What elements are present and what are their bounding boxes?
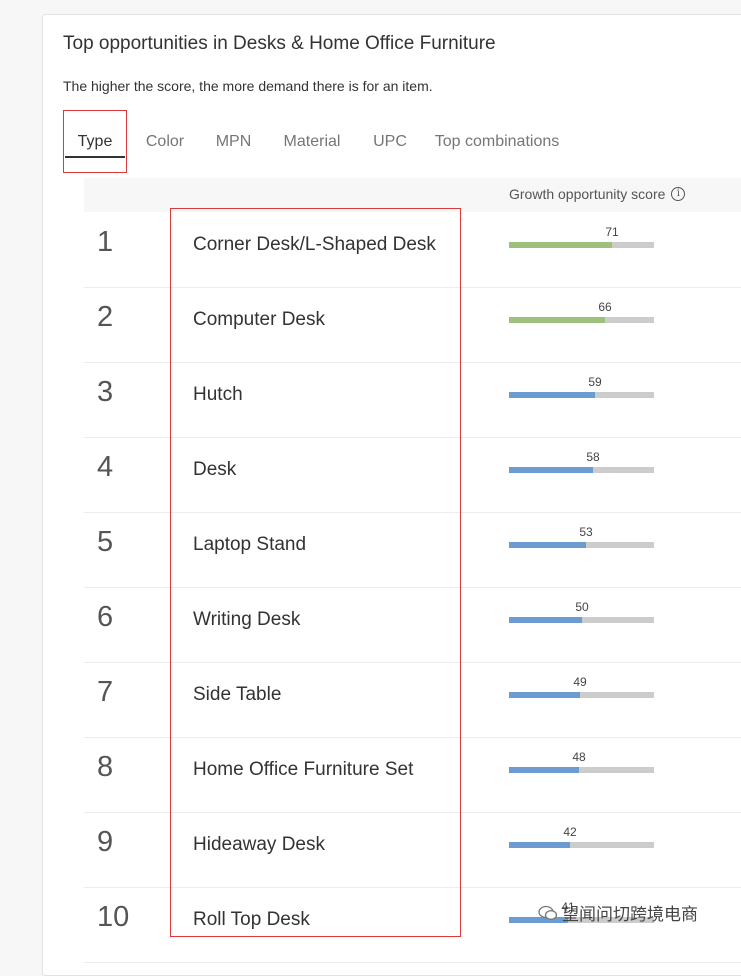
tab-type[interactable]: Type bbox=[63, 110, 127, 174]
score-bar-track bbox=[509, 917, 654, 923]
score-bar-track bbox=[509, 692, 654, 698]
score-bar-track bbox=[509, 242, 654, 248]
score-value: 42 bbox=[563, 825, 577, 839]
score-bar-fill bbox=[509, 917, 568, 923]
item-type-name: Desk bbox=[193, 459, 237, 480]
table-row[interactable]: 4 Desk 58 bbox=[84, 437, 741, 513]
tab-top-combinations[interactable]: Top combinations bbox=[434, 133, 560, 150]
page-title: Top opportunities in Desks & Home Office… bbox=[63, 33, 496, 54]
score-bar-fill bbox=[509, 767, 579, 773]
table-row[interactable]: 10 Roll Top Desk 41 bbox=[84, 887, 741, 963]
score-value: 53 bbox=[579, 525, 593, 539]
table-row[interactable]: 7 Side Table 49 bbox=[84, 662, 741, 738]
score-bar-fill bbox=[509, 317, 605, 323]
tab-bar: Type Color MPN Material UPC Top combinations bbox=[63, 110, 663, 174]
score-value: 66 bbox=[598, 300, 612, 314]
table-header bbox=[84, 178, 741, 212]
score-bar-fill bbox=[509, 617, 582, 623]
rank-number: 6 bbox=[97, 601, 114, 633]
item-type-name: Computer Desk bbox=[193, 309, 325, 330]
table-row[interactable]: 3 Hutch 59 bbox=[84, 362, 741, 438]
score-bar-track bbox=[509, 842, 654, 848]
rank-number: 7 bbox=[97, 676, 114, 708]
score-bar-track bbox=[509, 617, 654, 623]
wechat-icon bbox=[538, 905, 558, 921]
info-icon[interactable]: i bbox=[671, 187, 686, 201]
score-bar-fill bbox=[509, 392, 595, 398]
score-value: 48 bbox=[572, 750, 586, 764]
rank-number: 8 bbox=[97, 751, 114, 783]
score-value: 58 bbox=[586, 450, 600, 464]
score-bar-track bbox=[509, 467, 654, 473]
tab-upc[interactable]: UPC bbox=[373, 133, 407, 150]
tab-color[interactable]: Color bbox=[145, 133, 185, 150]
score-bar-fill bbox=[509, 467, 593, 473]
watermark: 望闻问切跨境电商 bbox=[538, 900, 698, 925]
rank-number: 2 bbox=[97, 301, 114, 333]
table-row[interactable]: 9 Hideaway Desk 42 bbox=[84, 812, 741, 888]
rank-number: 10 bbox=[97, 901, 130, 933]
rank-number: 1 bbox=[97, 226, 114, 258]
score-bar-fill bbox=[509, 842, 570, 848]
tab-material[interactable]: Material bbox=[283, 133, 341, 150]
score-bar-track bbox=[509, 542, 654, 548]
score-value: 49 bbox=[573, 675, 587, 689]
score-header-label: Growth opportunity score bbox=[509, 186, 666, 202]
item-type-name: Home Office Furniture Set bbox=[193, 759, 414, 780]
table-row[interactable]: 5 Laptop Stand 53 bbox=[84, 512, 741, 588]
rank-number: 5 bbox=[97, 526, 114, 558]
item-type-name: Hutch bbox=[193, 384, 243, 405]
item-type-name: Corner Desk/L-Shaped Desk bbox=[193, 234, 436, 255]
item-type-name: Laptop Stand bbox=[193, 534, 307, 555]
score-bar-fill bbox=[509, 692, 580, 698]
rank-number: 3 bbox=[97, 376, 114, 408]
table-row[interactable]: 6 Writing Desk 50 bbox=[84, 587, 741, 663]
item-type-name: Writing Desk bbox=[193, 609, 301, 630]
table-row[interactable]: 8 Home Office Furniture Set 48 bbox=[84, 737, 741, 813]
tab-mpn[interactable]: MPN bbox=[215, 133, 252, 150]
page-subtitle: The higher the score, the more demand th… bbox=[63, 78, 433, 94]
score-value: 50 bbox=[575, 600, 589, 614]
rank-number: 4 bbox=[97, 451, 114, 483]
score-bar-track bbox=[509, 392, 654, 398]
score-value: 59 bbox=[588, 375, 602, 389]
item-type-name: Roll Top Desk bbox=[193, 909, 310, 930]
item-type-name: Side Table bbox=[193, 684, 282, 705]
score-bar-track bbox=[509, 767, 654, 773]
watermark-text: 望闻问切跨境电商 bbox=[562, 905, 698, 924]
rank-number: 9 bbox=[97, 826, 114, 858]
table-row[interactable]: 1 Corner Desk/L-Shaped Desk 71 bbox=[84, 212, 741, 288]
score-value: 41 bbox=[561, 900, 575, 914]
opportunities-card bbox=[42, 14, 741, 976]
item-type-name: Hideaway Desk bbox=[193, 834, 325, 855]
score-column-header: Growth opportunity score i bbox=[509, 186, 686, 202]
score-bar-fill bbox=[509, 542, 586, 548]
score-value: 71 bbox=[605, 225, 619, 239]
table-row[interactable]: 2 Computer Desk 66 bbox=[84, 287, 741, 363]
score-bar-fill bbox=[509, 242, 612, 248]
score-bar-track bbox=[509, 317, 654, 323]
